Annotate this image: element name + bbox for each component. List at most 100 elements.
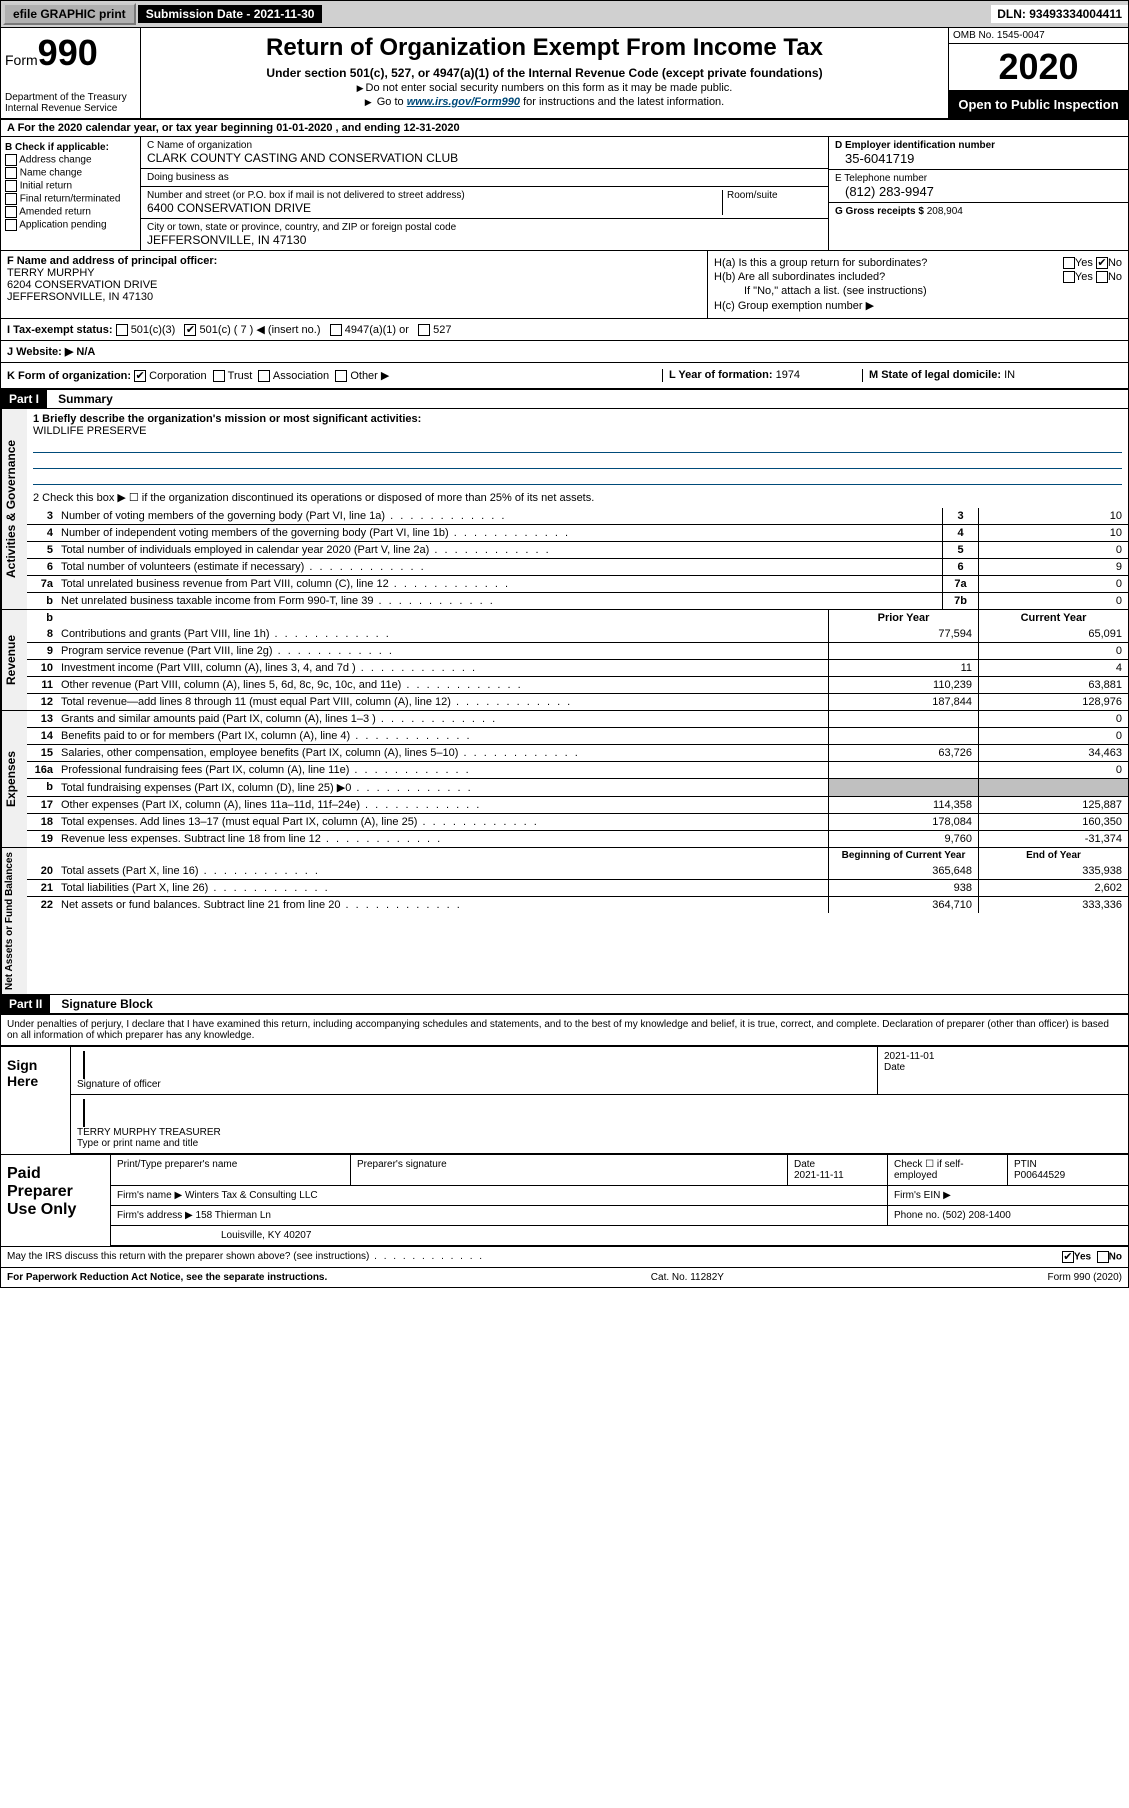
curr-val: 128,976 — [978, 694, 1128, 710]
prior-val — [828, 711, 978, 727]
line-num: 11 — [27, 677, 57, 693]
firm-addr1: 158 Thierman Ln — [196, 1210, 271, 1221]
cb-initial-return[interactable]: Initial return — [20, 181, 72, 192]
firm-phone: (502) 208-1400 — [942, 1210, 1010, 1221]
ein-value: 35-6041719 — [835, 151, 1122, 166]
opt-501c3[interactable]: 501(c)(3) — [131, 324, 176, 336]
line-text: Total assets (Part X, line 16) — [57, 863, 828, 879]
opt-501c[interactable]: 501(c) ( 7 ) ◀ (insert no.) — [200, 324, 321, 336]
curr-val: 0 — [978, 643, 1128, 659]
cb-final-return[interactable]: Final return/terminated — [20, 194, 121, 205]
line-val: 0 — [978, 542, 1128, 558]
form-subtitle: Under section 501(c), 527, or 4947(a)(1)… — [151, 66, 938, 80]
line-num: 13 — [27, 711, 57, 727]
line-num: 18 — [27, 814, 57, 830]
line-val: 0 — [978, 576, 1128, 592]
firm-addr2: Louisville, KY 40207 — [111, 1226, 1128, 1245]
vtab-expenses: Expenses — [1, 711, 27, 847]
discuss-no[interactable]: No — [1109, 1252, 1122, 1263]
firm-ein-label: Firm's EIN ▶ — [888, 1186, 1128, 1205]
line-num: 3 — [27, 508, 57, 524]
line-text: Total number of volunteers (estimate if … — [57, 559, 942, 575]
website-label: J Website: ▶ — [7, 346, 73, 358]
sig-date-label: Date — [884, 1062, 1122, 1073]
department: Department of the Treasury Internal Reve… — [5, 92, 136, 114]
cb-amended[interactable]: Amended return — [19, 207, 91, 218]
opt-corp[interactable]: Corporation — [149, 370, 206, 382]
curr-val: 65,091 — [978, 626, 1128, 642]
line-text: Number of independent voting members of … — [57, 525, 942, 541]
ha-no[interactable]: No — [1108, 257, 1122, 269]
efile-button[interactable]: efile GRAPHIC print — [3, 3, 136, 25]
cb-name-change[interactable]: Name change — [20, 168, 82, 179]
discuss-yes[interactable]: Yes — [1074, 1252, 1091, 1263]
sig-name: TERRY MURPHY TREASURER — [77, 1127, 1122, 1138]
line-box: 4 — [942, 525, 978, 541]
q2-label: 2 Check this box ▶ ☐ if the organization… — [33, 491, 1122, 504]
city-label: City or town, state or province, country… — [147, 222, 822, 233]
prior-val: 178,084 — [828, 814, 978, 830]
curr-val — [978, 779, 1128, 796]
vtab-revenue: Revenue — [1, 610, 27, 710]
prior-val — [828, 779, 978, 796]
line-text: Contributions and grants (Part VIII, lin… — [57, 626, 828, 642]
form-word: Form — [5, 52, 38, 68]
ein-label: D Employer identification number — [835, 140, 1122, 151]
cb-address-change[interactable]: Address change — [19, 155, 91, 166]
line-text: Total liabilities (Part X, line 26) — [57, 880, 828, 896]
line-num: 19 — [27, 831, 57, 847]
opt-527[interactable]: 527 — [433, 324, 451, 336]
line-val: 9 — [978, 559, 1128, 575]
line-text: Other revenue (Part VIII, column (A), li… — [57, 677, 828, 693]
curr-val: 0 — [978, 762, 1128, 778]
prior-val: 9,760 — [828, 831, 978, 847]
line-num: 4 — [27, 525, 57, 541]
line-box: 5 — [942, 542, 978, 558]
org-name-label: C Name of organization — [147, 140, 822, 151]
line-text: Total expenses. Add lines 13–17 (must eq… — [57, 814, 828, 830]
sig-name-label: Type or print name and title — [77, 1138, 1122, 1149]
curr-val: 2,602 — [978, 880, 1128, 896]
line-num: 22 — [27, 897, 57, 913]
prior-val: 110,239 — [828, 677, 978, 693]
ha-yes[interactable]: Yes — [1075, 257, 1093, 269]
line-text: Program service revenue (Part VIII, line… — [57, 643, 828, 659]
dba-label: Doing business as — [147, 172, 822, 183]
curr-val: -31,374 — [978, 831, 1128, 847]
line-num: 15 — [27, 745, 57, 761]
opt-other[interactable]: Other ▶ — [350, 370, 389, 382]
opt-assoc[interactable]: Association — [273, 370, 329, 382]
beg-year-header: Beginning of Current Year — [828, 848, 978, 863]
irs-link[interactable]: www.irs.gov/Form990 — [407, 96, 520, 108]
state-domicile: IN — [1004, 369, 1015, 381]
line-box: 7b — [942, 593, 978, 609]
website-value: N/A — [76, 346, 95, 358]
q1-value: WILDLIFE PRESERVE — [33, 425, 1122, 437]
prior-val: 114,358 — [828, 797, 978, 813]
line-num: 20 — [27, 863, 57, 879]
line-num: 7a — [27, 576, 57, 592]
row-a-taxyear: A For the 2020 calendar year, or tax yea… — [1, 120, 1128, 137]
line-num: 12 — [27, 694, 57, 710]
hb-label: H(b) Are all subordinates included? — [714, 271, 885, 283]
opt-4947[interactable]: 4947(a)(1) or — [345, 324, 409, 336]
line-box: 7a — [942, 576, 978, 592]
submission-date: Submission Date - 2021-11-30 — [138, 5, 323, 23]
part1-header: Part I — [1, 390, 47, 408]
prior-val — [828, 728, 978, 744]
footer-left: For Paperwork Reduction Act Notice, see … — [7, 1272, 327, 1283]
cb-app-pending[interactable]: Application pending — [19, 220, 106, 231]
phone-value: (812) 283-9947 — [835, 184, 1122, 199]
sig-date: 2021-11-01 — [884, 1051, 1122, 1062]
form-org-label: K Form of organization: — [7, 370, 131, 382]
note-goto-pre: Go to — [377, 96, 407, 108]
curr-val: 34,463 — [978, 745, 1128, 761]
line-text: Other expenses (Part IX, column (A), lin… — [57, 797, 828, 813]
gross-label: G Gross receipts $ — [835, 206, 924, 217]
prior-val: 365,648 — [828, 863, 978, 879]
opt-trust[interactable]: Trust — [228, 370, 253, 382]
line-val: 0 — [978, 593, 1128, 609]
current-year-header: Current Year — [978, 610, 1128, 626]
city-value: JEFFERSONVILLE, IN 47130 — [147, 233, 822, 247]
note-goto-post: for instructions and the latest informat… — [520, 96, 724, 108]
